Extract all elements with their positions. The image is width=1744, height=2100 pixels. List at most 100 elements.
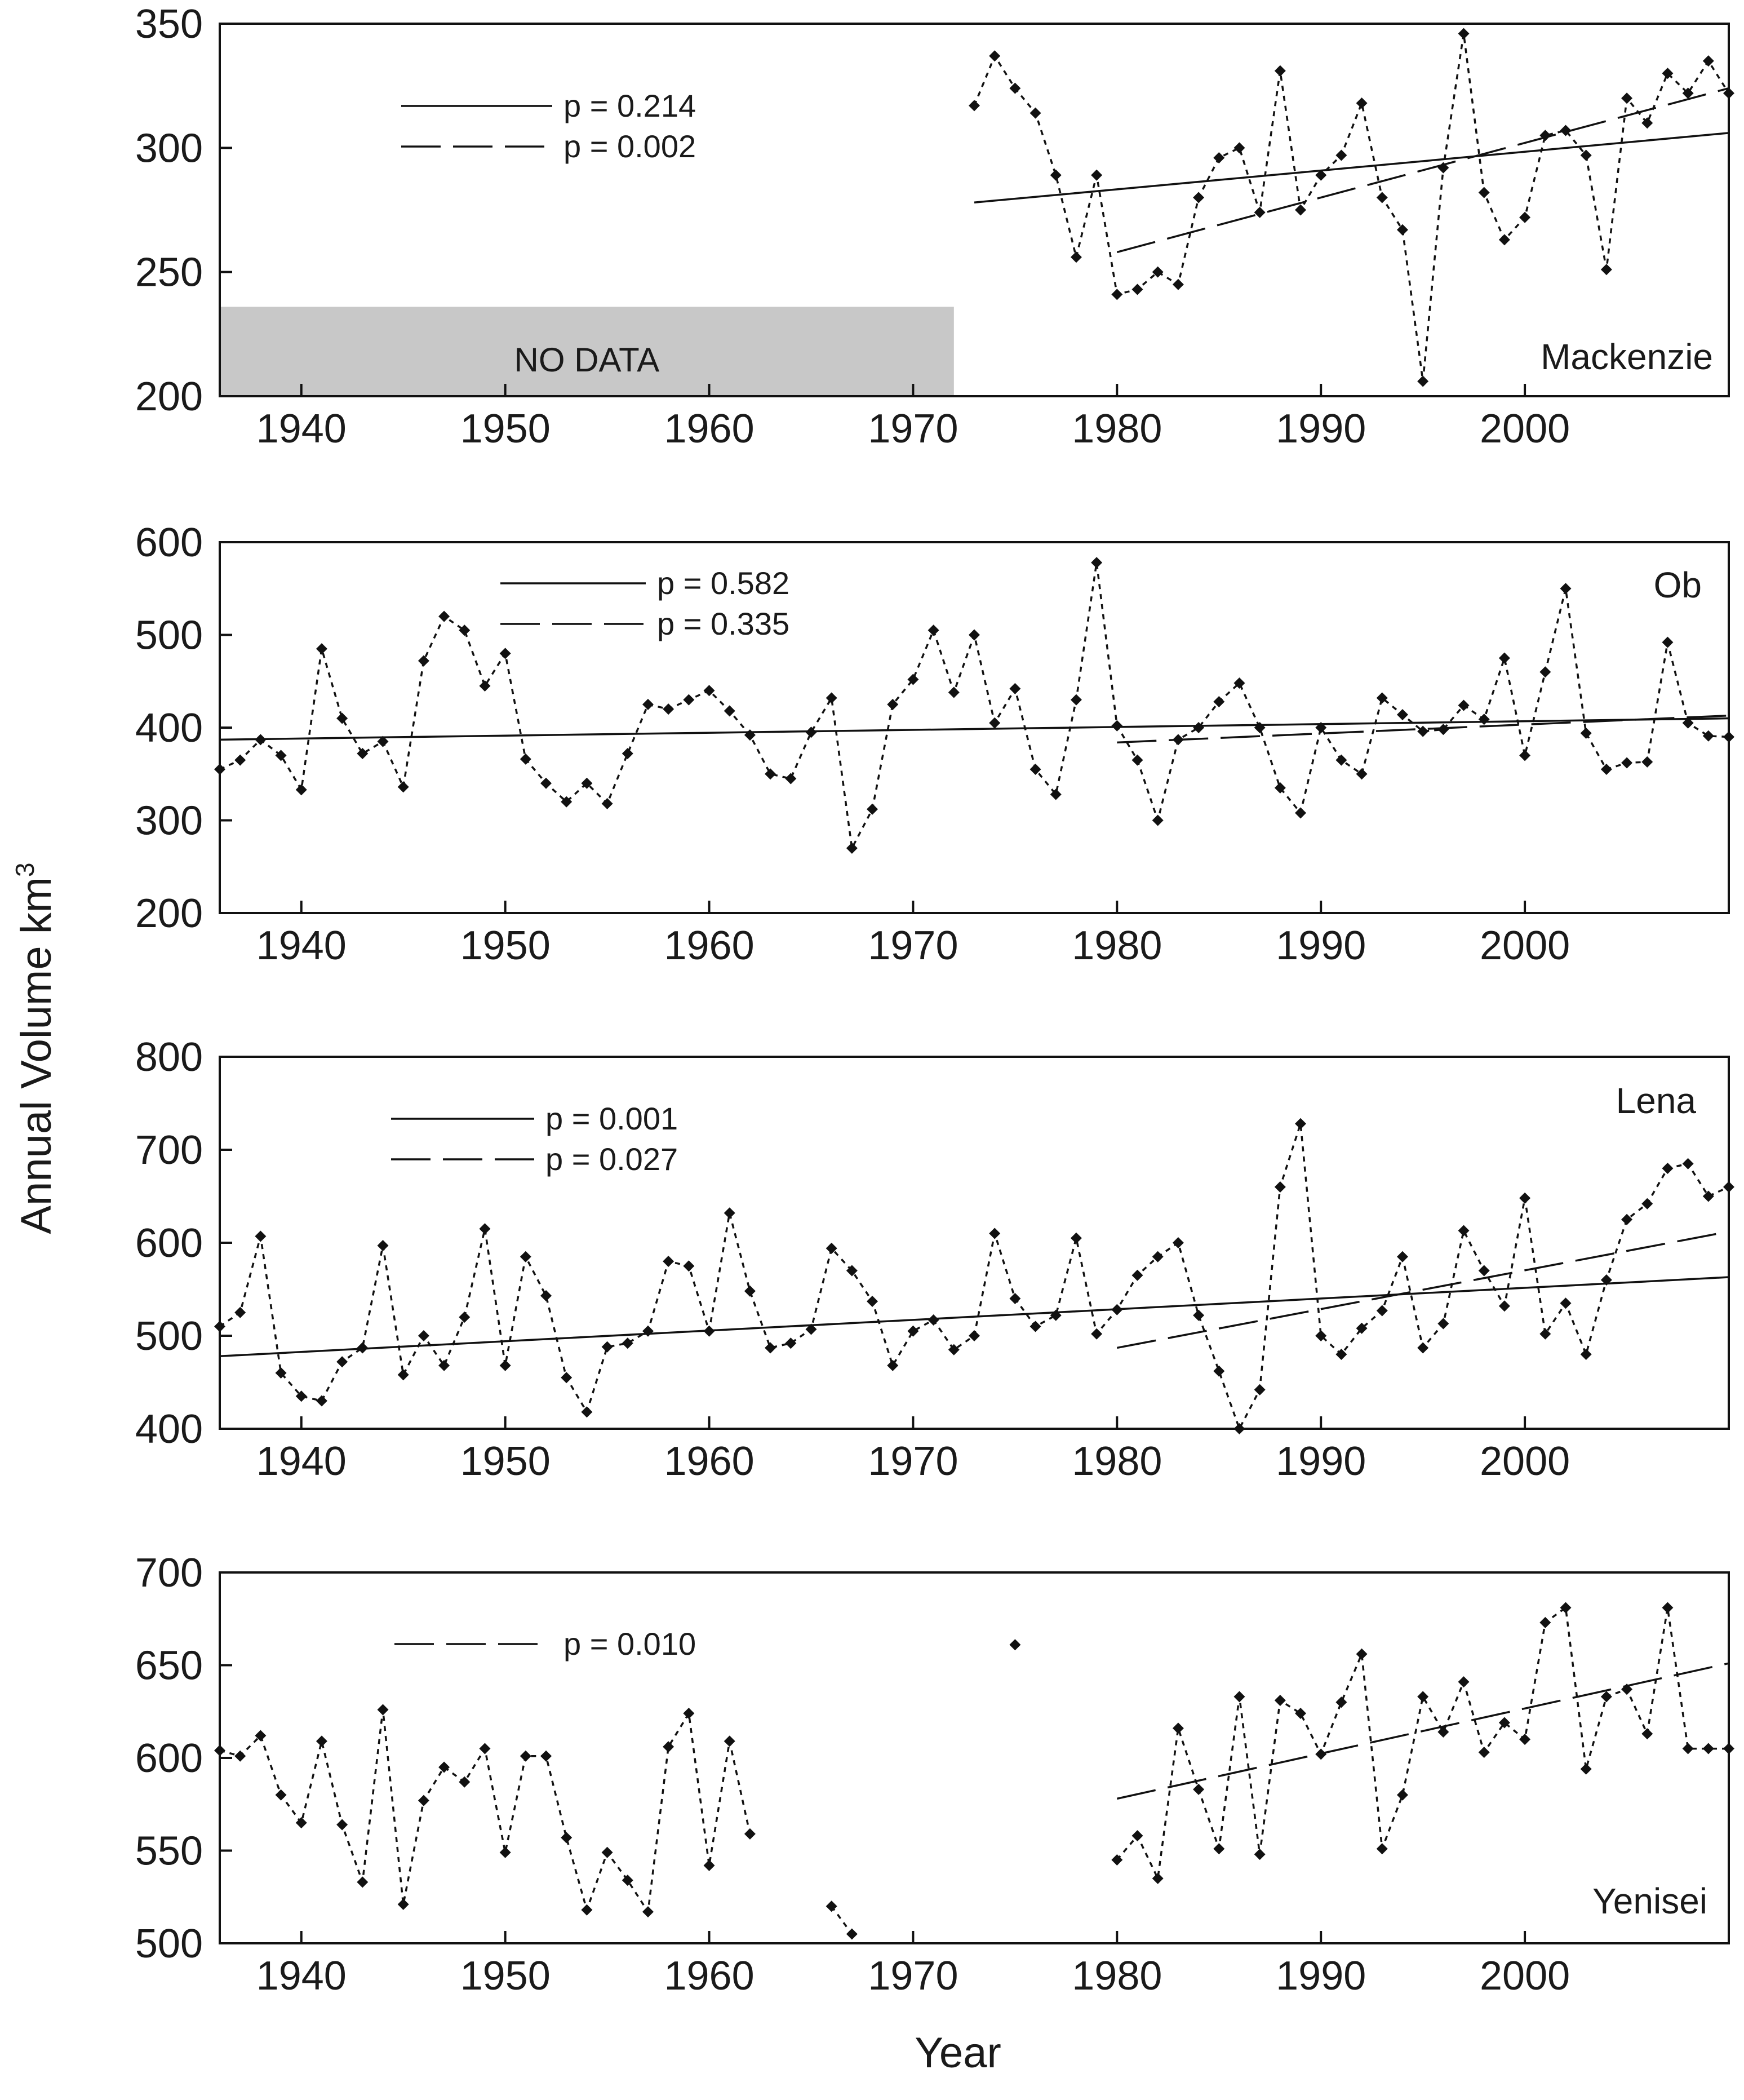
data-point (275, 750, 287, 761)
data-point (1539, 1328, 1551, 1340)
data-point (642, 698, 654, 710)
data-point (459, 1312, 471, 1323)
data-point (295, 1817, 307, 1829)
data-point (479, 680, 491, 692)
x-tick-label: 1970 (868, 1439, 958, 1484)
series-line (973, 33, 1730, 382)
data-point (1580, 727, 1592, 739)
data-point (1274, 1181, 1286, 1193)
y-tick-label: 400 (135, 1407, 203, 1452)
trend-line-dashed (1116, 87, 1729, 254)
data-point (1029, 107, 1041, 119)
data-point (581, 777, 593, 789)
data-point (1376, 1305, 1388, 1317)
data-point (724, 1735, 735, 1747)
x-tick-label: 1950 (460, 923, 551, 968)
data-point (1600, 764, 1612, 776)
trend-line-solid (219, 717, 1729, 741)
x-axis-title: Year (915, 2029, 1001, 2077)
data-point (1600, 1274, 1612, 1286)
y-axis-title: Annual Volume km3 (10, 862, 60, 1234)
x-tick-label: 1970 (868, 1953, 958, 1999)
data-point (1050, 169, 1062, 181)
data-point (418, 1795, 429, 1806)
data-point (1560, 1602, 1572, 1614)
data-point (1111, 1304, 1123, 1315)
x-tick-label: 1950 (460, 1439, 551, 1484)
y-tick-label: 600 (135, 1221, 203, 1266)
data-point (1498, 1717, 1510, 1729)
data-point (1091, 557, 1103, 569)
data-point (1070, 251, 1082, 263)
no-data-band (220, 307, 954, 396)
data-point (1254, 1384, 1266, 1395)
data-point (846, 1928, 858, 1940)
y-tick-label: 600 (135, 520, 203, 565)
data-point (1029, 764, 1041, 776)
data-point (1539, 666, 1551, 678)
data-point (418, 655, 429, 667)
data-point (1396, 1789, 1408, 1801)
data-point (1356, 98, 1368, 109)
data-point (1091, 1328, 1103, 1340)
data-point (295, 1390, 307, 1402)
data-point (1458, 1225, 1470, 1237)
data-point (1519, 750, 1531, 761)
data-point (377, 736, 389, 747)
data-point (1437, 1318, 1449, 1330)
data-point (989, 717, 1001, 729)
series-line (219, 1709, 751, 1915)
data-point (1580, 1763, 1592, 1775)
data-point (867, 1295, 878, 1307)
legend-label: p = 0.582 (657, 565, 789, 601)
data-point (948, 1344, 960, 1355)
x-tick-label: 1980 (1072, 1953, 1162, 1999)
panel-name: Lena (1616, 1080, 1697, 1121)
panel-yenisei: 500 550 600 650 700 1940 1950 1960 1970 1980 1990 2… (135, 1550, 1734, 1999)
data-point (1335, 149, 1347, 161)
data-point (826, 1900, 837, 1912)
data-point (1560, 125, 1572, 136)
data-point (1009, 683, 1021, 694)
data-point (1091, 169, 1103, 181)
legend-label: p = 0.027 (545, 1141, 678, 1177)
x-tick-label: 2000 (1480, 1439, 1570, 1484)
x-tick-label: 1940 (256, 923, 347, 968)
series-line (1116, 1606, 1729, 1882)
data-point (969, 100, 980, 112)
data-point (1417, 725, 1429, 737)
data-point (928, 624, 939, 636)
data-point (1376, 192, 1388, 203)
y-tick-label: 350 (135, 2, 203, 47)
data-point (1641, 756, 1653, 768)
data-point (438, 610, 450, 622)
data-point (1580, 149, 1592, 161)
data-point (1621, 1683, 1633, 1695)
data-point (540, 1290, 552, 1302)
data-point (1437, 724, 1449, 736)
data-point (1050, 1309, 1062, 1321)
data-point (275, 1789, 287, 1801)
data-point (1233, 677, 1245, 689)
y-tick-label: 200 (135, 891, 203, 936)
data-point (1050, 788, 1062, 800)
data-point (1152, 1872, 1164, 1884)
data-point (1295, 204, 1307, 216)
data-point (520, 1251, 531, 1262)
data-point (703, 685, 715, 697)
data-point (1009, 1639, 1021, 1651)
data-point (1213, 152, 1225, 163)
data-point (377, 1239, 389, 1251)
data-point (1335, 754, 1347, 766)
data-point (397, 1898, 409, 1910)
data-point (765, 768, 776, 780)
data-point (1376, 692, 1388, 704)
x-tick-label: 1960 (664, 1953, 754, 1999)
panel-name: Yenisei (1592, 1881, 1707, 1921)
data-point (438, 1359, 450, 1371)
data-point (1193, 1309, 1205, 1321)
data-point (1315, 722, 1327, 733)
data-point (601, 1846, 613, 1858)
x-tick-label: 2000 (1480, 1953, 1570, 1999)
